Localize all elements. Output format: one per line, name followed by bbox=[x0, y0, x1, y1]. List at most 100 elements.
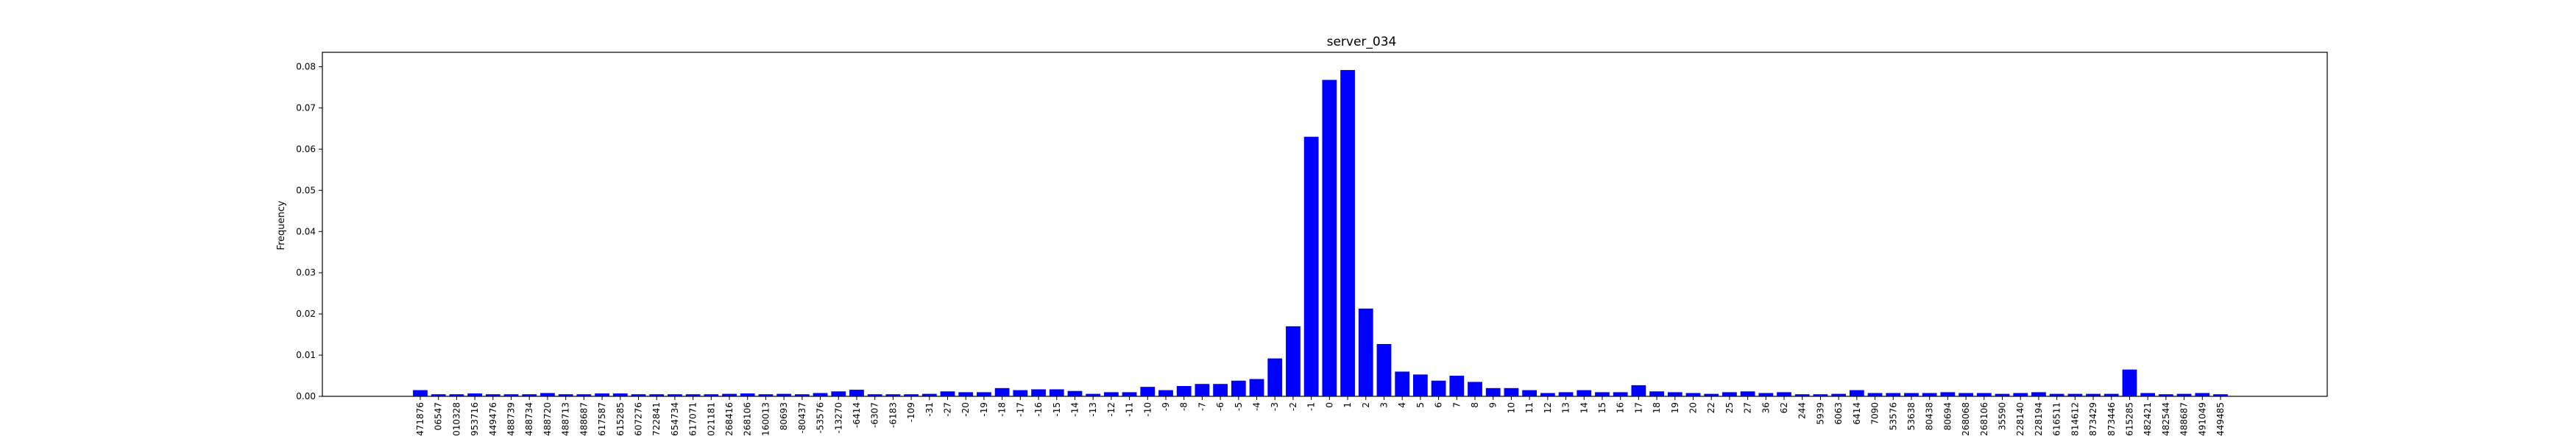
x-tick-label: -31 bbox=[924, 402, 935, 417]
bar bbox=[413, 390, 428, 396]
x-tick-label: 491049 bbox=[2197, 402, 2207, 436]
bar bbox=[1867, 393, 1883, 396]
bar bbox=[1485, 387, 1501, 396]
bar bbox=[1376, 343, 1392, 396]
bar bbox=[1213, 384, 1228, 396]
x-tick-label: -12 bbox=[1106, 402, 1117, 417]
bar bbox=[1940, 392, 1956, 396]
bar bbox=[1831, 393, 1847, 396]
x-tick-label: 488713 bbox=[561, 402, 571, 436]
bar bbox=[2086, 393, 2101, 396]
x-tick-label: 13 bbox=[1561, 402, 1571, 413]
bar bbox=[1631, 385, 1646, 396]
bar bbox=[1722, 392, 1737, 396]
bar bbox=[1103, 392, 1119, 396]
bar bbox=[1395, 371, 1410, 396]
x-tick-label: 5939 bbox=[1815, 402, 1825, 425]
bar bbox=[1704, 393, 1719, 396]
bar bbox=[595, 393, 609, 396]
y-tick-label: 0.04 bbox=[296, 226, 316, 236]
x-tick-label: 722841 bbox=[651, 402, 662, 436]
x-tick-label: -27 bbox=[943, 402, 953, 417]
bar bbox=[1140, 387, 1156, 396]
bar bbox=[2049, 393, 2064, 396]
x-axis-ticks: 471876 06547 010328 953716 449476 488739 48873… bbox=[415, 396, 2226, 436]
y-tick-label: 0.00 bbox=[296, 391, 316, 401]
bar bbox=[540, 393, 555, 396]
plot-area-frame bbox=[322, 52, 2328, 397]
bar bbox=[685, 394, 701, 396]
bar bbox=[2122, 369, 2137, 396]
x-tick-label: 607276 bbox=[633, 402, 643, 436]
bar bbox=[2159, 394, 2173, 396]
x-tick-label: 53576 bbox=[1888, 402, 1898, 430]
bar bbox=[485, 394, 500, 396]
bar bbox=[1504, 387, 1519, 396]
bar bbox=[867, 394, 882, 396]
x-tick-label: 80693 bbox=[779, 402, 789, 430]
bar bbox=[467, 393, 483, 396]
chart-title: server_034 bbox=[1327, 35, 1397, 49]
x-tick-label: -3 bbox=[1270, 402, 1280, 411]
y-axis-label: Frequency bbox=[276, 200, 287, 250]
x-tick-label: 9 bbox=[1488, 402, 1498, 408]
x-tick-label: 6414 bbox=[1852, 402, 1862, 425]
bar bbox=[1176, 386, 1192, 396]
x-tick-label: -80437 bbox=[797, 402, 807, 434]
bar bbox=[1413, 374, 1428, 396]
x-tick-label: 814612 bbox=[2070, 402, 2080, 436]
bar bbox=[1067, 390, 1083, 396]
x-tick-label: 80438 bbox=[1925, 402, 1935, 430]
bar bbox=[1685, 393, 1701, 396]
x-tick-label: 36 bbox=[1761, 402, 1771, 413]
bar bbox=[2213, 394, 2228, 396]
x-tick-label: 10 bbox=[1506, 402, 1516, 413]
bar bbox=[994, 387, 1010, 396]
bar bbox=[1286, 326, 1301, 396]
y-tick-label: 0.01 bbox=[296, 350, 316, 360]
x-tick-label: 1 bbox=[1342, 402, 1353, 408]
bar bbox=[1303, 136, 1319, 396]
x-tick-label: 17 bbox=[1633, 402, 1643, 413]
x-tick-label: 11 bbox=[1524, 402, 1535, 413]
x-tick-label: 449476 bbox=[488, 402, 498, 436]
x-tick-label: -18 bbox=[997, 402, 1008, 417]
x-tick-label: 482544 bbox=[2161, 402, 2171, 436]
x-tick-label: -6 bbox=[1215, 402, 1225, 411]
bar bbox=[758, 394, 774, 396]
x-tick-label: 228194 bbox=[2034, 402, 2044, 436]
x-tick-label: 25 bbox=[1724, 402, 1735, 413]
x-tick-label: -16 bbox=[1033, 402, 1044, 417]
y-tick-label: 0.03 bbox=[296, 267, 316, 278]
x-tick-label: 482421 bbox=[2142, 402, 2153, 436]
x-tick-label: -17 bbox=[1015, 402, 1025, 417]
bar bbox=[940, 391, 955, 396]
bar bbox=[1249, 379, 1264, 396]
bar bbox=[649, 394, 665, 396]
x-tick-label: 449485 bbox=[2215, 402, 2226, 436]
x-tick-label: 873446 bbox=[2106, 402, 2117, 436]
x-tick-label: -1 bbox=[1306, 402, 1317, 411]
bar bbox=[449, 394, 464, 396]
bar bbox=[704, 394, 719, 396]
x-tick-label: 15 bbox=[1597, 402, 1607, 413]
y-tick-label: 0.08 bbox=[296, 62, 316, 72]
x-tick-label: 654734 bbox=[670, 402, 680, 436]
bar bbox=[1577, 390, 1592, 396]
bar bbox=[1613, 392, 1628, 396]
bar bbox=[1813, 394, 1828, 396]
x-tick-label: 7090 bbox=[1870, 402, 1880, 425]
x-tick-label: 228140 bbox=[2015, 402, 2025, 436]
bar bbox=[1849, 390, 1864, 396]
x-tick-label: -20 bbox=[960, 402, 971, 417]
x-tick-label: 471876 bbox=[415, 402, 425, 436]
bar bbox=[1340, 70, 1355, 397]
y-tick-label: 0.05 bbox=[296, 185, 316, 195]
x-tick-label: 7 bbox=[1451, 402, 1462, 408]
x-tick-label: -19 bbox=[979, 402, 989, 417]
bar bbox=[1158, 390, 1173, 396]
x-tick-label: 617587 bbox=[597, 402, 607, 436]
bar bbox=[1049, 389, 1064, 396]
